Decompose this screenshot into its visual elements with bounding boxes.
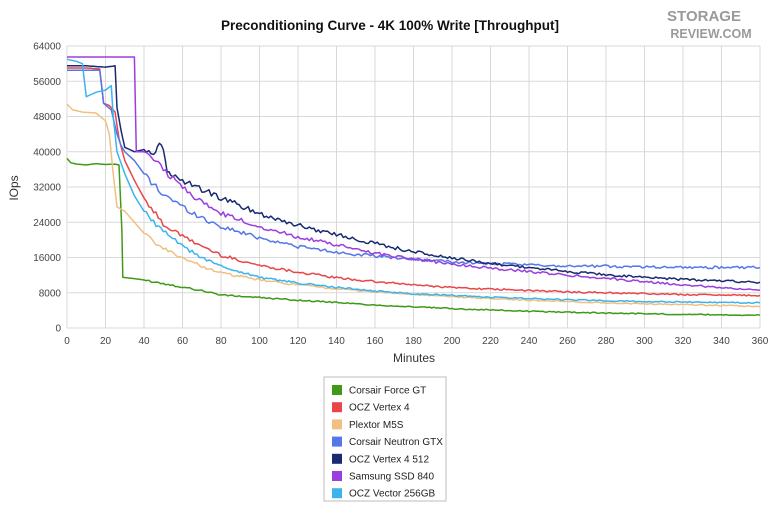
storagereview-logo: STORAGE REVIEW.COM <box>667 8 752 41</box>
x-tick-label: 280 <box>598 336 615 347</box>
x-tick-label: 140 <box>328 336 345 347</box>
y-tick-label: 48000 <box>33 112 61 123</box>
x-tick-label: 80 <box>215 336 227 347</box>
y-tick-labels: 0 8000 16000 24000 32000 40000 48000 56000 64000 <box>33 42 61 335</box>
x-tick-label: 320 <box>675 336 692 347</box>
x-tick-labels: 0 20 40 60 80 100 120 140 160 180 200 220 240 260 280 3… <box>64 336 769 347</box>
y-tick-label: 64000 <box>33 42 61 53</box>
y-tick-label: 8000 <box>39 288 62 299</box>
y-tick-label: 40000 <box>33 147 61 158</box>
plot-area: 0 8000 16000 24000 32000 40000 48000 56000 64000… <box>33 42 769 348</box>
y-tick-label: 32000 <box>33 183 61 194</box>
y-tick-label: 56000 <box>33 77 61 88</box>
x-tick-label: 200 <box>444 336 461 347</box>
chart-title: Preconditioning Curve - 4K 100% Write [T… <box>221 18 559 33</box>
legend-label: OCZ Vertex 4 <box>349 403 410 414</box>
x-tick-label: 20 <box>100 336 112 347</box>
logo-line-2: REVIEW.COM <box>670 27 751 41</box>
y-tick-label: 24000 <box>33 218 61 229</box>
x-tick-label: 300 <box>636 336 653 347</box>
x-tick-label: 120 <box>290 336 307 347</box>
series-line <box>66 157 761 317</box>
legend-label: Samsung SSD 840 <box>349 472 434 483</box>
series-line <box>67 67 761 297</box>
legend-swatch <box>332 419 342 430</box>
x-tick-label: 0 <box>64 336 70 347</box>
legend-swatch <box>332 385 342 395</box>
series-line <box>67 65 761 284</box>
legend-label: OCZ Vector 256GB <box>349 489 435 500</box>
legend: Corsair Force GT OCZ Vertex 4 Plextor M5S C… <box>323 376 447 502</box>
legend-label: Corsair Neutron GTX <box>349 437 443 448</box>
x-tick-label: 60 <box>177 336 189 347</box>
x-tick-label: 260 <box>559 336 576 347</box>
y-tick-label: 16000 <box>33 253 61 264</box>
legend-swatch <box>332 488 342 499</box>
series-line <box>66 58 761 304</box>
legend-label: Plextor M5S <box>349 420 404 431</box>
logo-line-1: STORAGE <box>667 8 741 25</box>
legend-label: Corsair Force GT <box>349 386 426 397</box>
x-tick-label: 180 <box>405 336 422 347</box>
y-tick-label: 0 <box>55 324 61 335</box>
legend-label: OCZ Vertex 4 512 <box>349 454 429 465</box>
x-tick-label: 160 <box>367 336 384 347</box>
x-tick-label: 220 <box>482 336 499 347</box>
series-lines <box>66 56 761 317</box>
x-axis-label: Minutes <box>393 351 435 365</box>
series-line <box>67 56 760 291</box>
legend-swatch <box>332 402 342 413</box>
legend-box <box>323 376 447 502</box>
x-tick-label: 240 <box>521 336 538 347</box>
legend-swatch <box>332 453 342 464</box>
y-axis-label: IOps <box>7 175 21 200</box>
x-tick-label: 100 <box>251 336 268 347</box>
x-tick-label: 340 <box>713 336 730 347</box>
legend-swatch <box>332 436 342 447</box>
x-tick-label: 40 <box>138 336 150 347</box>
x-tick-label: 360 <box>752 336 769 347</box>
legend-swatch <box>332 471 342 481</box>
series-line <box>67 69 761 270</box>
